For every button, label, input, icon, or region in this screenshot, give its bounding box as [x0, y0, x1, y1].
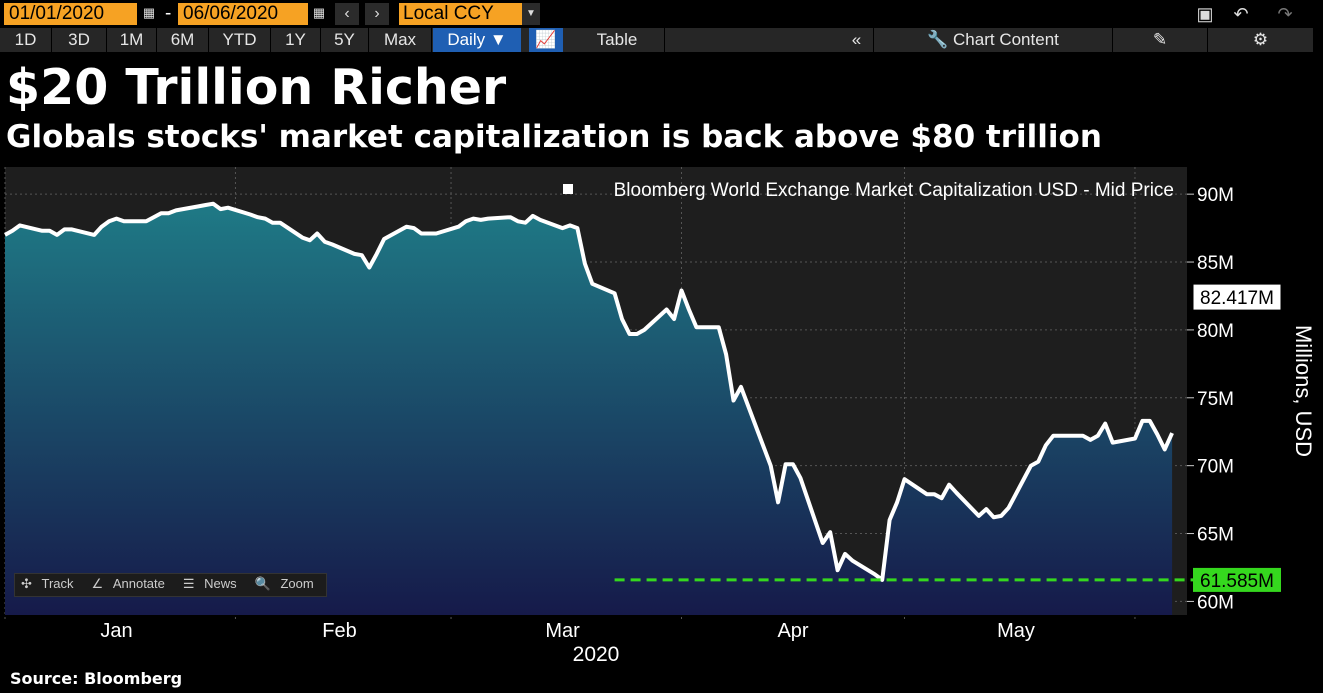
chart-content-label: Chart Content	[953, 30, 1059, 49]
frequency-dropdown[interactable]: Daily ▼	[433, 28, 521, 52]
legend: Bloomberg World Exchange Market Capitali…	[563, 180, 1174, 201]
y-tick-label: 75M	[1197, 389, 1234, 410]
news-label: News	[204, 576, 237, 591]
chevron-down-icon[interactable]: ▼	[522, 3, 540, 25]
y-tick-label: 60M	[1197, 592, 1234, 613]
collapse-icon[interactable]: «	[840, 28, 874, 52]
zoom-label: Zoom	[280, 576, 314, 591]
news-button[interactable]: ☰ News	[177, 574, 249, 596]
legend-swatch	[563, 184, 573, 194]
y-tick-label: 70M	[1197, 457, 1234, 478]
line-chart-icon[interactable]: 📈	[529, 28, 563, 52]
x-tick-label: Apr	[777, 620, 808, 642]
chart-toolbar: 1D 3D 1M 6M YTD 1Y 5Y Max Daily ▼ 📈 Tabl…	[0, 28, 1313, 52]
annotate-button[interactable]: ∠ Annotate	[86, 574, 177, 596]
y-tick-label: 90M	[1197, 185, 1234, 206]
y-axis-title: Millions, USD	[1291, 325, 1316, 457]
track-button[interactable]: ✣ Track	[15, 574, 86, 596]
low-value-label: 61.585M	[1200, 571, 1274, 592]
undo-icon[interactable]: ↶	[1233, 4, 1249, 24]
chart-mini-toolbar: ✣ Track ∠ Annotate ☰ News 🔍 Zoom	[14, 573, 327, 597]
top-toolbar: 01/01/2020 ▦ - 06/06/2020 ▦ ‹ › Local CC…	[0, 0, 1323, 28]
range-ytd[interactable]: YTD	[209, 28, 271, 52]
start-date-field[interactable]: 01/01/2020	[4, 3, 137, 25]
currency-select[interactable]: Local CCY	[399, 3, 522, 25]
low-value-box	[1193, 567, 1281, 592]
chevron-right-icon[interactable]: ›	[365, 3, 389, 25]
chevron-down-icon: ▼	[489, 30, 507, 49]
chart-content-button[interactable]: 🔧 Chart Content	[874, 28, 1113, 52]
gear-icon[interactable]: ⚙	[1252, 30, 1269, 49]
range-1y[interactable]: 1Y	[271, 28, 321, 52]
series-line	[4, 201, 1174, 582]
range-3d[interactable]: 3D	[52, 28, 107, 52]
x-axis: Jan Feb Mar Apr May	[100, 620, 1035, 642]
annotate-label: Annotate	[112, 576, 165, 591]
chevron-left-icon[interactable]: ‹	[335, 3, 359, 25]
y-tick-label: 85M	[1197, 253, 1234, 274]
y-axis: 60M 65M 70M 75M 80M 85M 90M	[1187, 185, 1234, 613]
page-title: $20 Trillion Richer	[6, 59, 507, 116]
zoom-button[interactable]: 🔍 Zoom	[249, 574, 326, 596]
redo-icon[interactable]: ↷	[1277, 4, 1293, 24]
area-fill	[5, 203, 1173, 615]
range-max[interactable]: Max	[369, 28, 432, 52]
frequency-label: Daily	[447, 30, 486, 49]
x-tick-label: Feb	[322, 620, 356, 642]
page-subtitle: Globals stocks' market capitalization is…	[6, 119, 1102, 155]
wrench-icon: 🔧	[927, 30, 949, 49]
x-tick-label: May	[997, 620, 1035, 642]
calendar-icon[interactable]: ▦	[312, 5, 326, 20]
range-5y[interactable]: 5Y	[321, 28, 369, 52]
last-value-badge: 82.417M	[1192, 283, 1282, 311]
range-1d[interactable]: 1D	[0, 28, 52, 52]
source-note: Source: Bloomberg	[10, 669, 183, 688]
last-value-box	[1192, 283, 1282, 311]
y-tick-label: 80M	[1197, 321, 1234, 342]
range-1m[interactable]: 1M	[107, 28, 157, 52]
range-6m[interactable]: 6M	[157, 28, 209, 52]
x-axis-year-label: 2020	[573, 643, 620, 666]
date-range-separator: -	[165, 3, 172, 24]
calendar-icon[interactable]: ▦	[142, 5, 156, 20]
legend-label: Bloomberg World Exchange Market Capitali…	[614, 180, 1174, 201]
x-axis-band	[5, 615, 1187, 668]
market-cap-chart[interactable]: 60M 65M 70M 75M 80M 85M 90M Jan Feb Mar Apr May Bl…	[0, 165, 1323, 668]
edit-icon[interactable]: ✎	[1113, 28, 1208, 52]
x-tick-label: Mar	[545, 620, 580, 642]
table-button[interactable]: Table	[570, 28, 665, 52]
low-value-badge: 61.585M	[1193, 567, 1281, 592]
track-label: Track	[41, 576, 74, 591]
x-tick-label: Jan	[100, 620, 132, 642]
y-tick-label: 65M	[1197, 525, 1234, 546]
end-date-field[interactable]: 06/06/2020	[178, 3, 308, 25]
presentation-icon[interactable]: ▣	[1196, 4, 1214, 24]
last-value-label: 82.417M	[1200, 288, 1274, 309]
